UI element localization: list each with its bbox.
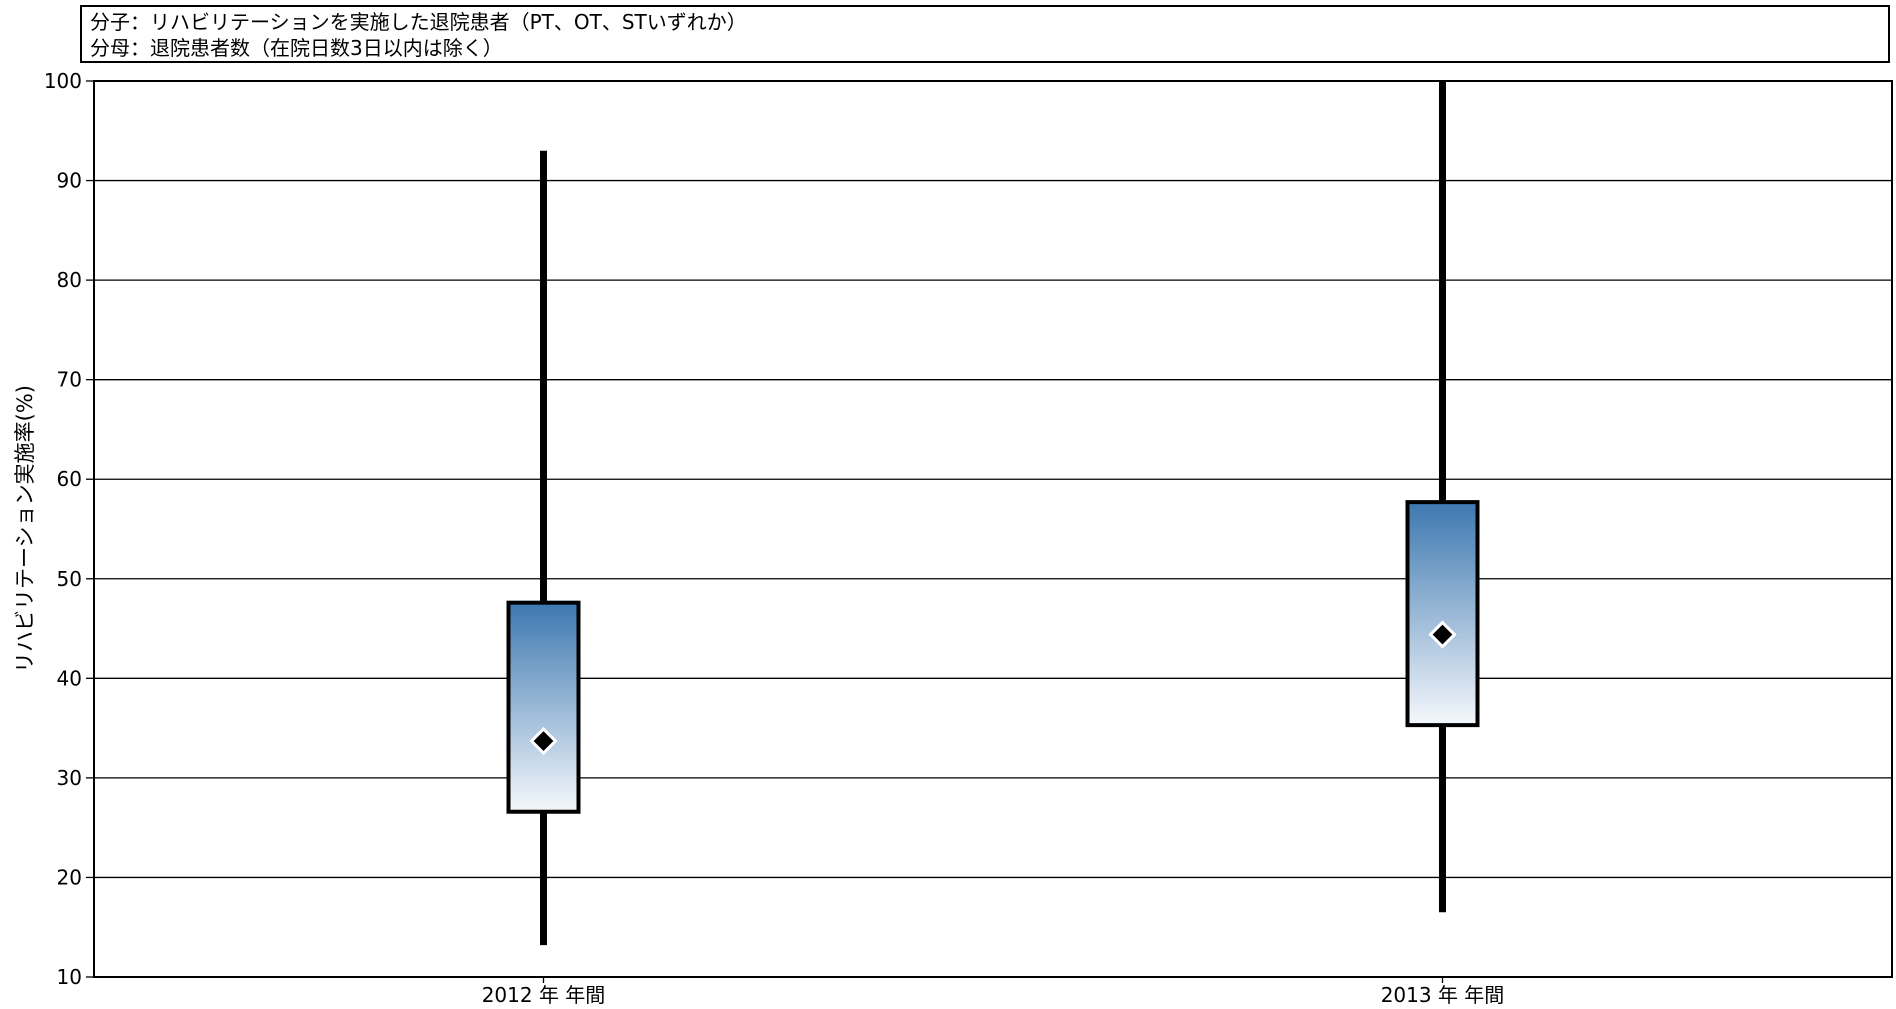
- y-tick-labels: 10 20 30 40 50 60 70 80 90 100: [44, 69, 82, 989]
- y-tick-label: 60: [57, 467, 82, 491]
- axes: [86, 80, 1893, 983]
- y-axis-label: リハビリテーション実施率(%): [13, 385, 37, 673]
- box-series: [506, 81, 1480, 946]
- y-tick-label: 50: [57, 567, 82, 591]
- box-2: [1405, 81, 1480, 913]
- legend-denominator: 分母：退院患者数（在院日数3日以内は除く）: [90, 36, 503, 60]
- iqr-box: [1405, 500, 1480, 728]
- y-tick-label: 80: [57, 268, 82, 292]
- gridlines: [94, 80, 1892, 978]
- legend-box: 分子：リハビリテーションを実施した退院患者（PT、OT、STいずれか） 分母：退…: [80, 5, 1890, 63]
- x-tick-labels: 2012 年 年間 2013 年 年間: [482, 983, 1505, 1007]
- y-tick-label: 40: [57, 666, 82, 690]
- y-tick-label: 90: [57, 169, 82, 193]
- x-tick-label: 2012 年 年間: [482, 983, 606, 1007]
- y-tick-label: 30: [57, 766, 82, 790]
- y-tick-label: 20: [57, 865, 82, 889]
- x-tick-label: 2013 年 年間: [1381, 983, 1505, 1007]
- iqr-box: [506, 600, 581, 814]
- box-1: [506, 150, 581, 946]
- mean-marker: [529, 726, 558, 756]
- y-tick-label: 100: [44, 69, 82, 93]
- mean-marker: [1428, 620, 1457, 649]
- legend-numerator: 分子：リハビリテーションを実施した退院患者（PT、OT、STいずれか）: [90, 10, 747, 34]
- y-tick-label: 10: [57, 965, 82, 989]
- y-tick-label: 70: [57, 368, 82, 392]
- plot-frame: [93, 80, 1893, 978]
